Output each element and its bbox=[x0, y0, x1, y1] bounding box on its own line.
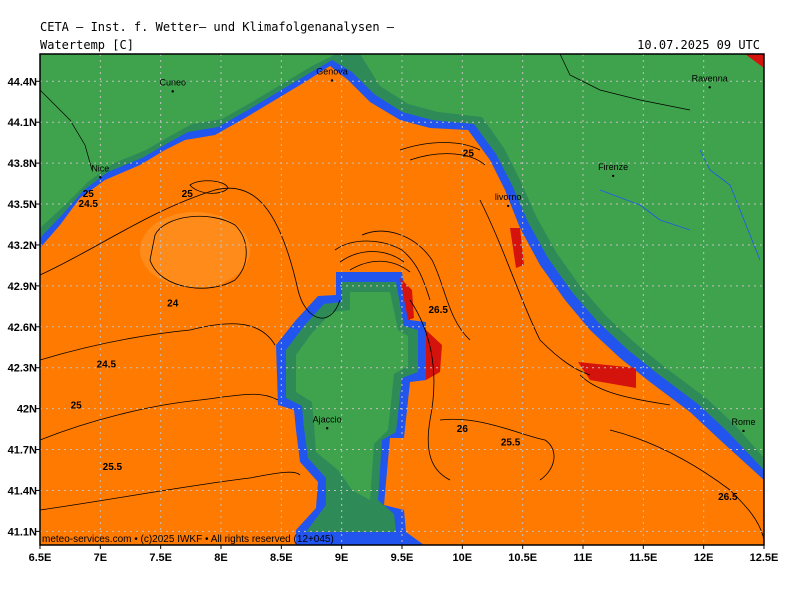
city-marker bbox=[742, 429, 745, 433]
city-label: Genova bbox=[316, 66, 348, 76]
city-label: Ajaccio bbox=[313, 414, 342, 424]
city-label: Firenze bbox=[598, 162, 628, 172]
border-line bbox=[40, 89, 93, 171]
isotherm-label: 25 bbox=[182, 189, 194, 200]
isotherm-label: 26 bbox=[457, 424, 469, 435]
lon-tick-label: 7.5E bbox=[149, 552, 172, 564]
river bbox=[699, 149, 761, 261]
city-marker bbox=[330, 79, 334, 82]
cool-pool bbox=[140, 212, 250, 288]
city-marker bbox=[99, 176, 102, 179]
isotherm-label: 25 bbox=[463, 148, 475, 159]
river bbox=[599, 189, 691, 231]
lat-tick-label: 44.4N bbox=[8, 76, 37, 88]
map-area: Cuneo Genova Ravenna Nice Firenze livorno Ajac… bbox=[40, 54, 764, 545]
hot-strip-tuscany bbox=[510, 228, 524, 268]
lat-tick-label: 41.4N bbox=[8, 485, 37, 497]
city-marker bbox=[506, 204, 510, 208]
hot-strip-lazio bbox=[578, 362, 636, 388]
credit-text: meteo-services.com • (c)2025 IWKF • All … bbox=[42, 534, 334, 545]
isotherm-label: 25 bbox=[83, 189, 95, 200]
latitude-axis: 41.1N 41.4N 41.7N 42N 42.3N 42.6N 42.9N 43.2N 43… bbox=[8, 76, 40, 538]
city-marker bbox=[325, 427, 329, 430]
lat-tick-label: 41.7N bbox=[8, 445, 37, 457]
lat-tick-label: 43.2N bbox=[8, 240, 37, 252]
isotherm-label: 24.5 bbox=[79, 199, 99, 210]
lon-tick-label: 10E bbox=[453, 552, 473, 564]
city-label: Rome bbox=[731, 417, 755, 427]
lon-tick-label: 12.5E bbox=[750, 552, 779, 564]
lat-tick-label: 42N bbox=[17, 404, 37, 416]
border-line bbox=[559, 54, 691, 111]
isotherms bbox=[40, 142, 764, 541]
field-label: Watertemp [C] bbox=[40, 38, 134, 52]
graticule bbox=[40, 54, 764, 545]
isotherm-label: 25.5 bbox=[103, 462, 123, 473]
city-label: Cuneo bbox=[159, 77, 186, 87]
city-marker bbox=[708, 86, 711, 89]
lon-tick-label: 11.5E bbox=[629, 552, 657, 564]
city-label: Ravenna bbox=[692, 73, 728, 83]
lat-tick-label: 43.5N bbox=[8, 199, 37, 211]
lon-tick-label: 8E bbox=[214, 552, 227, 564]
lon-tick-label: 9E bbox=[335, 552, 348, 564]
lon-tick-label: 6.5E bbox=[29, 552, 52, 564]
lat-tick-label: 42.3N bbox=[8, 363, 37, 375]
city-label: livorno bbox=[495, 192, 522, 202]
lat-tick-label: 43.8N bbox=[8, 158, 37, 170]
valid-datetime: 10.07.2025 09 UTC bbox=[637, 38, 760, 52]
header-title: CETA – Inst. f. Wetter– und Klimafolgena… bbox=[40, 20, 395, 34]
lat-tick-label: 44.1N bbox=[8, 117, 37, 129]
isotherm-label: 24 bbox=[167, 298, 179, 309]
lon-tick-label: 9.5E bbox=[391, 552, 414, 564]
isotherm-label: 26.5 bbox=[718, 492, 738, 503]
city-marker bbox=[611, 174, 615, 178]
city-layer: Cuneo Genova Ravenna Nice Firenze livorno Ajac… bbox=[91, 66, 755, 433]
lon-tick-label: 8.5E bbox=[270, 552, 293, 564]
longitude-axis: 6.5E 7E 7.5E 8E 8.5E 9E 9.5E 10E 10.5E 11E 11.5E 12… bbox=[29, 545, 779, 564]
isotherm-label: 25.5 bbox=[501, 437, 521, 448]
lat-tick-label: 41.1N bbox=[8, 526, 37, 538]
isotherm-label: 25 bbox=[71, 401, 83, 412]
land-corsica bbox=[276, 272, 442, 545]
lon-tick-label: 7E bbox=[94, 552, 107, 564]
isotherm-label: 24.5 bbox=[97, 360, 117, 371]
city-marker bbox=[171, 90, 174, 93]
isotherm-label: 26.5 bbox=[428, 305, 448, 316]
lon-tick-label: 12E bbox=[694, 552, 714, 564]
lat-tick-label: 42.6N bbox=[8, 322, 37, 334]
lat-tick-label: 42.9N bbox=[8, 281, 37, 293]
lon-tick-label: 11E bbox=[574, 552, 593, 564]
city-label: Nice bbox=[91, 163, 109, 173]
lon-tick-label: 10.5E bbox=[508, 552, 537, 564]
